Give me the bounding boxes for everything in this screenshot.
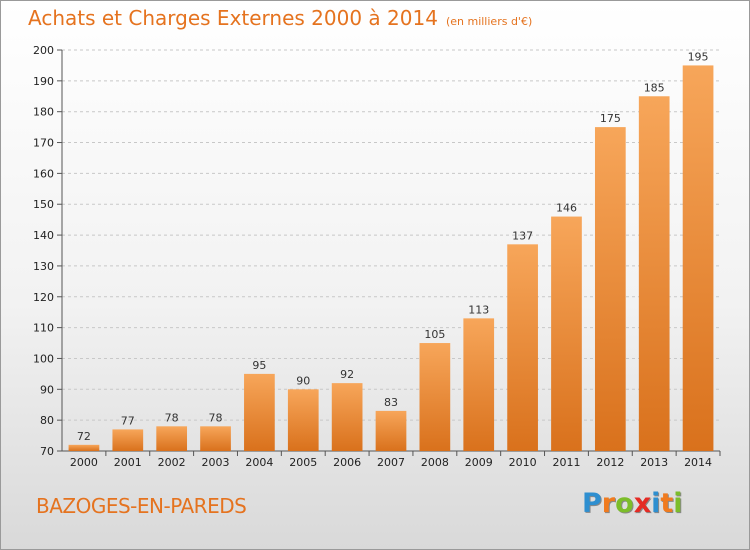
x-tick-label: 2002 — [158, 456, 186, 469]
bar — [507, 244, 538, 451]
commune-name: BAZOGES-EN-PAREDS — [36, 494, 247, 518]
logo-letter: r — [601, 488, 616, 519]
logo-letter: P — [582, 488, 602, 519]
y-tick-label: 80 — [40, 414, 54, 427]
x-tick-label: 2001 — [114, 456, 142, 469]
bar — [463, 318, 495, 451]
bar-value-label: 195 — [688, 50, 709, 63]
x-tick-label: 2010 — [509, 456, 537, 469]
bar — [156, 426, 188, 451]
x-tick-label: 2011 — [552, 456, 580, 469]
bar-value-label: 137 — [512, 229, 533, 242]
x-tick-label: 2014 — [684, 456, 712, 469]
logo-letter: t — [660, 488, 674, 519]
logo-letter: o — [615, 488, 634, 519]
y-tick-label: 160 — [33, 167, 54, 180]
bar-value-label: 95 — [252, 359, 266, 372]
bar-value-label: 78 — [165, 411, 179, 424]
x-tick-label: 2008 — [421, 456, 449, 469]
bar-value-label: 77 — [121, 414, 135, 427]
y-tick-label: 70 — [40, 445, 54, 458]
bar — [287, 389, 319, 451]
bar-value-label: 113 — [468, 303, 489, 316]
bar — [375, 410, 407, 451]
bar — [638, 96, 670, 452]
y-tick-label: 150 — [33, 198, 54, 211]
chart-title: Achats et Charges Externes 2000 à 2014 (e… — [28, 6, 532, 30]
bar-value-label: 72 — [77, 430, 91, 443]
bar — [331, 383, 363, 451]
bar-value-label: 105 — [424, 328, 445, 341]
y-tick-label: 130 — [33, 260, 54, 273]
y-tick-label: 180 — [33, 106, 54, 119]
y-tick-label: 200 — [33, 44, 54, 57]
bar — [682, 65, 714, 451]
bar — [594, 127, 626, 451]
x-tick-label: 2003 — [202, 456, 230, 469]
bar-value-label: 92 — [340, 368, 354, 381]
bars: 72 77 78 78 95 90 92 83 105 113 137 146 175 185 195 — [68, 50, 714, 452]
chart-subtitle: (en milliers d'€) — [445, 15, 533, 28]
bar-value-label: 90 — [296, 374, 310, 387]
x-tick-label: 2012 — [596, 456, 624, 469]
bar — [112, 429, 144, 451]
y-tick-label: 90 — [40, 383, 54, 396]
bar-value-label: 185 — [644, 81, 665, 94]
y-tick-label: 190 — [33, 75, 54, 88]
bar-value-label: 78 — [209, 411, 223, 424]
bar-value-label: 175 — [600, 112, 621, 125]
x-tick-label: 2006 — [333, 456, 361, 469]
x-tick-label: 2004 — [245, 456, 273, 469]
y-tick-label: 110 — [33, 322, 54, 335]
y-tick-label: 140 — [33, 229, 54, 242]
logo-letter: i — [651, 488, 661, 519]
bar — [200, 426, 231, 451]
x-tick-label: 2000 — [70, 456, 98, 469]
y-tick-label: 100 — [33, 352, 54, 365]
bar — [419, 343, 451, 451]
bar — [68, 444, 100, 451]
bar — [551, 216, 582, 451]
bar-value-label: 146 — [556, 202, 577, 215]
chart-title-text: Achats et Charges Externes 2000 à 2014 — [28, 6, 438, 30]
x-tick-label: 2009 — [465, 456, 493, 469]
axes: 7080901001101201301401501601701801902002… — [33, 44, 721, 469]
x-tick-label: 2013 — [640, 456, 668, 469]
x-tick-label: 2007 — [377, 456, 405, 469]
logo-letter: x — [633, 488, 652, 519]
bar-value-label: 83 — [384, 396, 398, 409]
x-tick-label: 2005 — [289, 456, 317, 469]
bar — [244, 373, 275, 451]
y-tick-label: 170 — [33, 137, 54, 150]
y-tick-label: 120 — [33, 291, 54, 304]
proxiti-logo[interactable]: Proxiti — [582, 488, 692, 522]
logo-letter: i — [673, 488, 683, 519]
